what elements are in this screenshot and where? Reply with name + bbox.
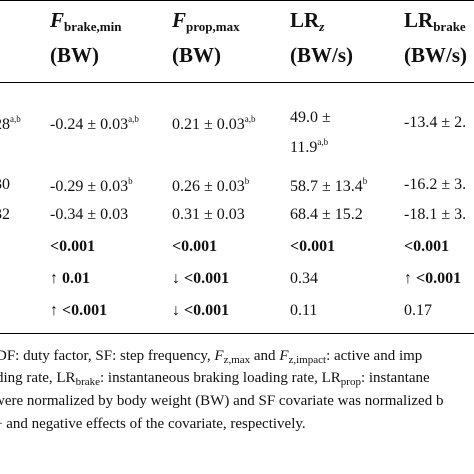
table-cell: ↑ <0.001 [50, 302, 108, 319]
table-cell: 68.4 ± 15.2 [290, 206, 363, 223]
table-cell: ↑ 0.01 [50, 270, 90, 287]
table-cell: ↑ <0.001 [404, 270, 462, 287]
table-cell: -0.24 ± 0.03a,b [50, 114, 139, 133]
table-cell: 32 [0, 206, 10, 223]
table-cell: 30 [0, 176, 10, 193]
footnote-line-1: DF: duty factor, SF: step frequency, Fz,… [0, 348, 423, 366]
footnote-line-3: were normalized by body weight (BW) and … [0, 393, 444, 409]
column-header: LRbrake (BW/s) [404, 8, 467, 67]
table-top-rule [0, 0, 474, 1]
table-cell: ↓ <0.001 [172, 302, 230, 319]
table-cell: -18.1 ± 3. [404, 206, 467, 223]
footnote-line-2: ding rate, LRbrake: instantaneous brakin… [0, 370, 430, 388]
table-cell: 0.17 [404, 302, 432, 319]
table-cell: <0.001 [172, 238, 218, 255]
table-cell: -0.34 ± 0.03 [50, 206, 129, 223]
table-cell: 28a,b [0, 114, 21, 133]
table-cell: <0.001 [404, 238, 450, 255]
table-bottom-rule [0, 333, 474, 334]
column-header: LRz (BW/s) [290, 8, 353, 67]
table-cell: 49.0 ±11.9a,b [290, 109, 331, 156]
table-cell: <0.001 [290, 238, 336, 255]
table-cell: -0.29 ± 0.03b [50, 176, 133, 195]
header-bottom-rule [0, 82, 474, 83]
column-header: Fbrake,min (BW) [50, 8, 122, 67]
table-cell: 0.31 ± 0.03 [172, 206, 245, 223]
table-cell: 0.21 ± 0.03a,b [172, 114, 256, 133]
table-cell: -13.4 ± 2. [404, 114, 467, 131]
table-cell: 58.7 ± 13.4b [290, 176, 368, 195]
table-cell: -16.2 ± 3. [404, 176, 467, 193]
column-header: Fprop,max (BW) [172, 8, 240, 67]
table-cell: 0.34 [290, 270, 318, 287]
footnote-line-4: + and negative effects of the covariate,… [0, 416, 306, 432]
table-cell: 0.26 ± 0.03b [172, 176, 250, 195]
table-cell: ↓ <0.001 [172, 270, 230, 287]
table-cell: <0.001 [50, 238, 96, 255]
table-cell: 0.11 [290, 302, 318, 319]
